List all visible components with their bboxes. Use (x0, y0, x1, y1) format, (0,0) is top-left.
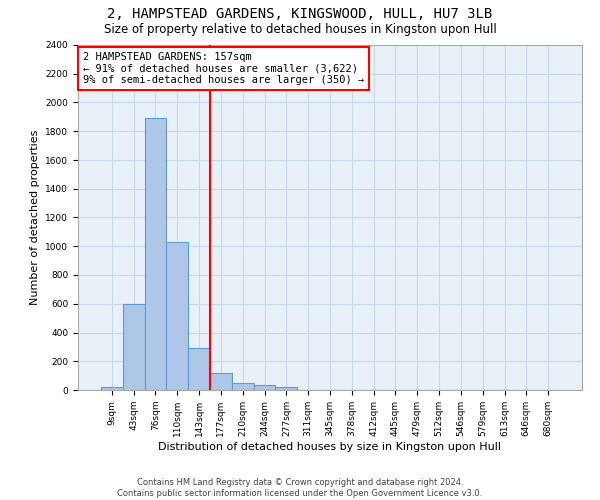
Text: 2 HAMPSTEAD GARDENS: 157sqm
← 91% of detached houses are smaller (3,622)
9% of s: 2 HAMPSTEAD GARDENS: 157sqm ← 91% of det… (83, 52, 364, 85)
Bar (101, 387, 123, 390)
Text: Size of property relative to detached houses in Kingston upon Hull: Size of property relative to detached ho… (104, 22, 496, 36)
Y-axis label: Number of detached properties: Number of detached properties (30, 130, 40, 305)
Bar (210, 373, 232, 390)
Bar (123, 304, 145, 390)
Bar (275, 387, 297, 390)
Text: 2, HAMPSTEAD GARDENS, KINGSWOOD, HULL, HU7 3LB: 2, HAMPSTEAD GARDENS, KINGSWOOD, HULL, H… (107, 8, 493, 22)
Bar (254, 385, 275, 390)
Bar (166, 242, 188, 390)
X-axis label: Distribution of detached houses by size in Kingston upon Hull: Distribution of detached houses by size … (158, 442, 502, 452)
Bar (145, 118, 166, 390)
Bar (232, 383, 254, 390)
Text: Contains HM Land Registry data © Crown copyright and database right 2024.
Contai: Contains HM Land Registry data © Crown c… (118, 478, 482, 498)
Bar (188, 348, 210, 390)
